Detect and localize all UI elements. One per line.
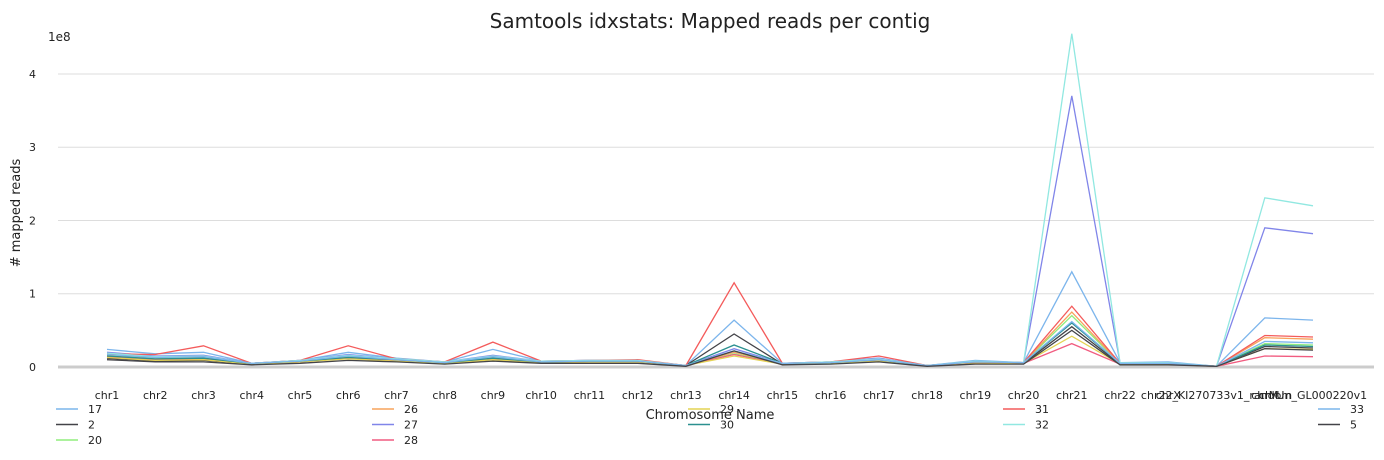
x-axis-label: Chromosome Name [646, 408, 775, 423]
legend-item-31[interactable]: 31 [1003, 403, 1049, 416]
x-tick-label: chr6 [336, 389, 361, 402]
grid-lines [58, 73, 1374, 369]
y-tick-labels: 0 1 2 3 4 [29, 68, 36, 374]
x-tick-label: chr15 [767, 389, 799, 402]
series-line-5 [106, 329, 1314, 367]
legend-label: 33 [1350, 403, 1364, 416]
legend-label: 20 [88, 434, 102, 447]
series-line-17 [106, 270, 1314, 367]
legend-item-17[interactable]: 17 [56, 403, 102, 416]
x-tick-label: chr9 [481, 389, 506, 402]
y-tick-label: 0 [29, 361, 36, 374]
x-tick-label: chr10 [525, 389, 557, 402]
x-tick-label: chr8 [432, 389, 457, 402]
legend-item-26[interactable]: 26 [372, 403, 418, 416]
x-tick-label: chr21 [1056, 389, 1088, 402]
y-axis-label: # mapped reads [9, 158, 24, 267]
legend-item-33[interactable]: 33 [1318, 403, 1364, 416]
legend-label: 26 [404, 403, 418, 416]
legend-label: 29 [720, 403, 734, 416]
x-tick-labels: chr1 chr2 chr3 chr4 chr5 chr6 chr7 chr8 chr9 chr1… [95, 389, 1367, 402]
x-tick-label: chr14 [718, 389, 750, 402]
x-tick-label: chr16 [815, 389, 847, 402]
x-tick-label: chr2 [143, 389, 168, 402]
x-tick-label: chr22 [1104, 389, 1136, 402]
legend-label: 27 [404, 419, 418, 432]
series-lines [106, 33, 1314, 367]
x-tick-label: chr20 [1008, 389, 1040, 402]
x-tick-label: chrM [1251, 389, 1278, 402]
legend[interactable]: 17 2 20 26 27 28 29 30 31 32 33 5 [56, 403, 1364, 447]
legend-label: 32 [1035, 419, 1049, 432]
x-tick-label: chr19 [960, 389, 992, 402]
x-tick-label: chr18 [911, 389, 943, 402]
legend-label: 31 [1035, 403, 1049, 416]
legend-label: 2 [88, 419, 95, 432]
series-line-31 [106, 281, 1314, 367]
y-multiplier-label: 1e8 [48, 30, 71, 44]
y-tick-label: 4 [29, 68, 36, 81]
legend-label: 5 [1350, 419, 1357, 432]
x-tick-label: chr4 [239, 389, 264, 402]
y-tick-label: 1 [29, 288, 36, 301]
x-tick-label: chrX [1156, 389, 1182, 402]
legend-label: 28 [404, 434, 418, 447]
y-tick-label: 2 [29, 214, 36, 227]
legend-item-32[interactable]: 32 [1003, 419, 1049, 432]
series-line-27 [106, 95, 1314, 367]
legend-item-27[interactable]: 27 [372, 419, 418, 432]
x-tick-label: chr5 [288, 389, 313, 402]
legend-item-28[interactable]: 28 [372, 434, 418, 447]
x-tick-label: chr13 [670, 389, 702, 402]
legend-item-5[interactable]: 5 [1318, 419, 1357, 432]
legend-label: 17 [88, 403, 102, 416]
x-tick-label: chr12 [622, 389, 654, 402]
x-tick-label: chr1 [95, 389, 120, 402]
x-tick-label: chr17 [863, 389, 895, 402]
series-line-32 [106, 33, 1314, 367]
legend-item-2[interactable]: 2 [56, 419, 95, 432]
x-tick-label: chr11 [574, 389, 606, 402]
y-tick-label: 3 [29, 141, 36, 154]
legend-label: 30 [720, 419, 734, 432]
legend-item-20[interactable]: 20 [56, 434, 102, 447]
x-tick-label: chr7 [384, 389, 409, 402]
legend-item-30[interactable]: 30 [688, 419, 734, 432]
chart-title: Samtools idxstats: Mapped reads per cont… [490, 9, 931, 33]
x-tick-label: chr3 [191, 389, 216, 402]
legend-item-29[interactable]: 29 [688, 403, 734, 416]
x-tick-label: chrUn_GL000220v1 [1259, 389, 1367, 402]
x-tick-label: chr22_KI270733v1_random [1141, 389, 1292, 402]
